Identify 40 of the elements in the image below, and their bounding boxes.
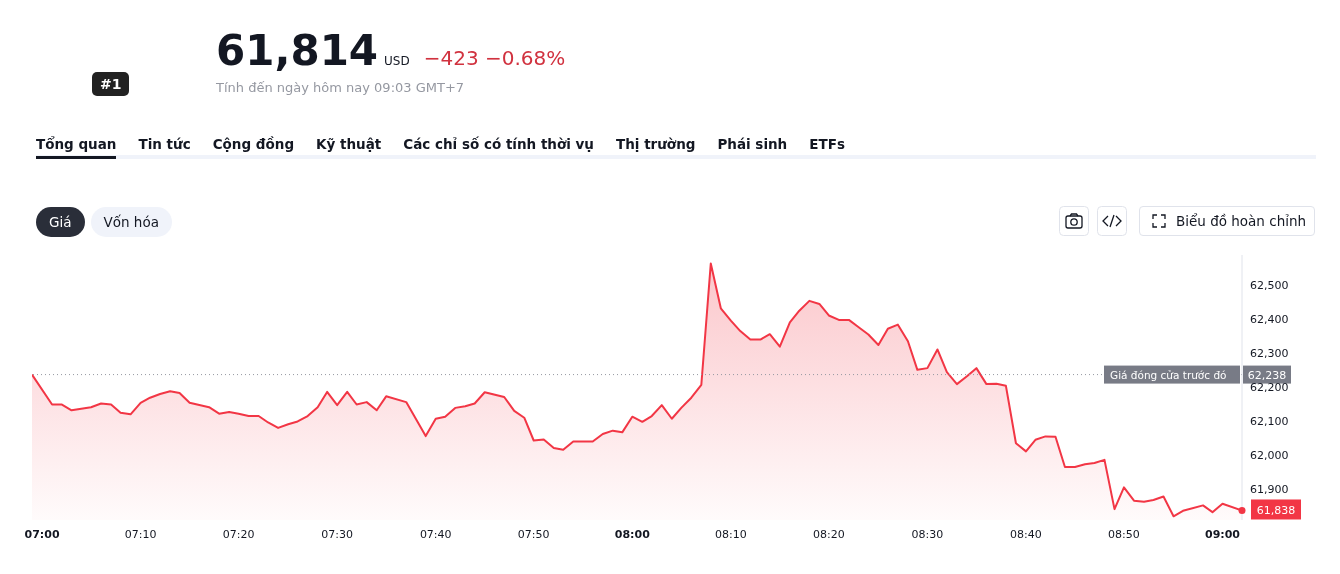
- y-tick-label: 62,500: [1250, 279, 1289, 293]
- y-tick-label: 62,100: [1250, 415, 1289, 429]
- text: Thị trường: [615, 136, 696, 154]
- text: 62,238: [1247, 368, 1287, 382]
- y-tick-label: 62,200: [1250, 381, 1289, 395]
- text: Tin tức: [138, 136, 191, 154]
- x-tick-label: 07:50: [517, 528, 550, 541]
- x-tick-label: 07:40: [419, 528, 452, 541]
- data-label: 61,838: [1256, 504, 1296, 518]
- x-tick-label: 08:00: [614, 528, 651, 541]
- x-tick-label: 07:20: [222, 528, 255, 541]
- text: −0.68%: [485, 46, 566, 70]
- text: Các chỉ số có tính thời vụ: [403, 136, 594, 154]
- chart-title: 61,814: [216, 26, 379, 75]
- x-tick-label: 08:30: [911, 528, 944, 541]
- ref-line-label: Giá đóng cửa trước đó: [1110, 368, 1227, 381]
- text: ETFs: [809, 136, 845, 154]
- x-tick-label: 09:00: [1205, 528, 1241, 541]
- y-tick-label: 62,000: [1250, 449, 1289, 463]
- x-tick-label: 08:20: [812, 528, 845, 541]
- y-tick-label: 62,400: [1250, 313, 1289, 327]
- x-tick-label: 07:00: [24, 528, 60, 541]
- text: Cộng đồng: [212, 136, 295, 154]
- text: Vốn hóa: [90, 207, 172, 237]
- text: Tổng quan: [36, 136, 117, 159]
- x-tick-label: 07:10: [124, 528, 157, 541]
- text: Kỹ thuật: [316, 136, 382, 154]
- y-tick-label: 62,300: [1250, 347, 1289, 361]
- text: USD: [384, 54, 410, 68]
- text: #1: [92, 72, 130, 96]
- chart-subtitle: Tính đến ngày hôm nay 09:03 GMT+7: [216, 80, 465, 95]
- x-tick-label: 08:50: [1108, 528, 1140, 541]
- x-tick-label: 08:10: [715, 528, 747, 541]
- text: Biểu đồ hoàn chỉnh: [1176, 213, 1307, 229]
- y-tick-label: 61,900: [1250, 483, 1289, 497]
- x-tick-label: 07:30: [321, 528, 354, 541]
- text: Phái sinh: [717, 136, 788, 154]
- x-tick-label: 08:40: [1010, 528, 1042, 541]
- text: Giá: [36, 207, 85, 237]
- text: −423: [423, 46, 479, 70]
